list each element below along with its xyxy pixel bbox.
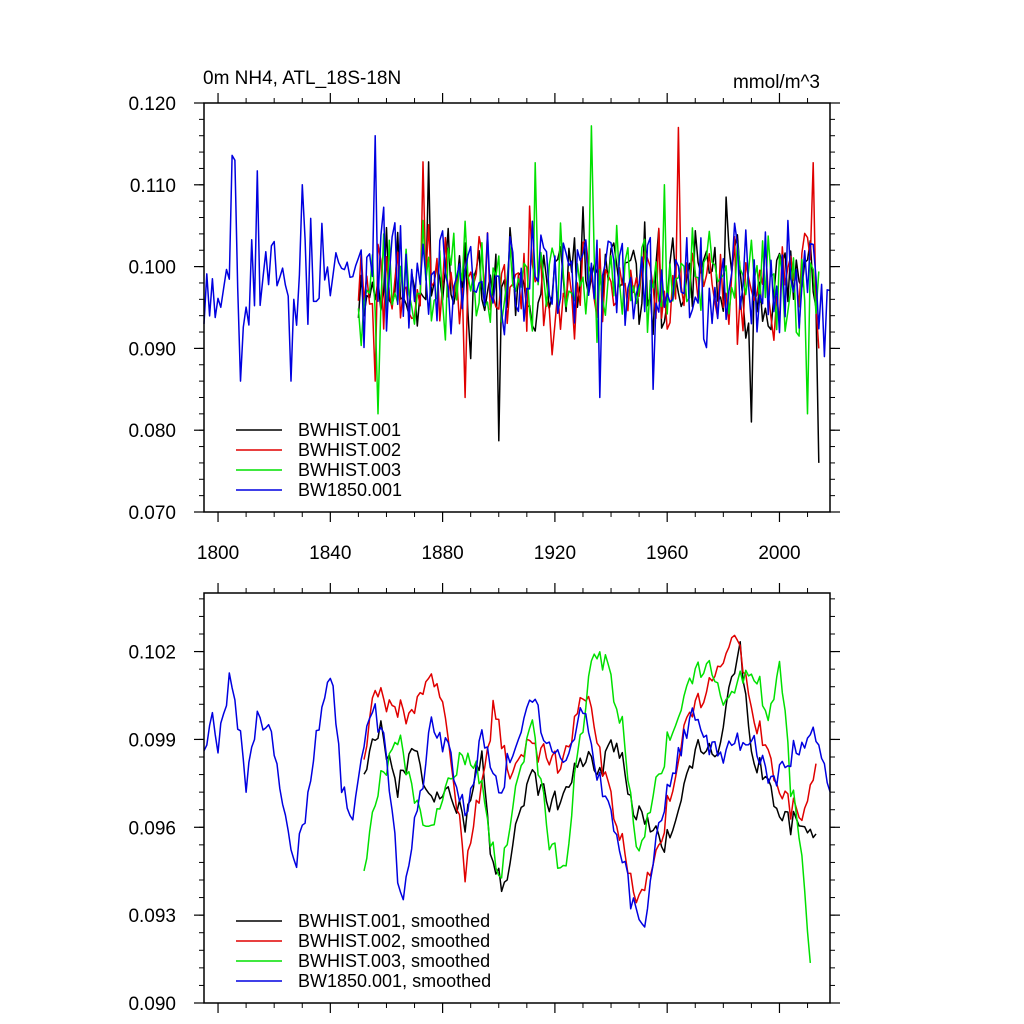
top-panel-units: mmol/m^3 bbox=[733, 72, 820, 93]
top-plot-frame bbox=[203, 102, 831, 513]
series-line-bwhist-003-smoothed bbox=[363, 651, 812, 963]
legend-label: BWHIST.003, smoothed bbox=[298, 951, 490, 971]
series-line-bwhist-001 bbox=[357, 161, 820, 463]
top-panel-title: 0m NH4, ATL_18S-18N bbox=[203, 68, 401, 89]
legend-label: BW1850.001, smoothed bbox=[298, 971, 491, 991]
y-tick-label: 0.080 bbox=[128, 421, 176, 442]
bottom-series-group bbox=[203, 634, 831, 963]
series-line-bw1850-001 bbox=[203, 134, 831, 399]
x-tick-label: 1800 bbox=[197, 543, 239, 564]
x-tick-label: 2000 bbox=[758, 543, 800, 564]
series-line-bwhist-001-smoothed bbox=[363, 641, 817, 893]
legend-label: BW1850.001 bbox=[298, 480, 402, 500]
x-tick-label: 1840 bbox=[309, 543, 351, 564]
series-line-bwhist-002-smoothed bbox=[363, 634, 817, 904]
y-tick-label: 0.102 bbox=[128, 643, 176, 664]
bottom-panel: 0.090 0.093 0.096 0.099 0.102 BWHIST.001, sm… bbox=[128, 583, 840, 1015]
top-panel: 0m NH4, ATL_18S-18N mmol/m^3 1800 1840 188… bbox=[128, 68, 840, 564]
series-line-bw1850-001-smoothed bbox=[203, 672, 831, 928]
y-tick-label: 0.096 bbox=[128, 818, 176, 839]
bottom-plot-frame bbox=[203, 592, 831, 1004]
y-tick-label: 0.093 bbox=[128, 906, 176, 927]
bottom-axes: 0.090 0.093 0.096 0.099 0.102 bbox=[128, 583, 840, 1015]
y-tick-label: 0.120 bbox=[128, 94, 176, 115]
legend-label: BWHIST.002 bbox=[298, 440, 401, 460]
y-tick-label: 0.090 bbox=[128, 339, 176, 360]
legend-label: BWHIST.002, smoothed bbox=[298, 931, 490, 951]
y-tick-label: 0.099 bbox=[128, 730, 176, 751]
legend-label: BWHIST.001, smoothed bbox=[298, 911, 490, 931]
x-tick-label: 1880 bbox=[421, 543, 463, 564]
legend-label: BWHIST.003 bbox=[298, 460, 401, 480]
y-tick-label: 0.110 bbox=[130, 176, 176, 197]
legend-label: BWHIST.001 bbox=[298, 420, 401, 440]
top-axes: 1800 1840 1880 1920 1960 2000 0.070 0.080 0.090 0… bbox=[128, 93, 840, 564]
y-tick-label: 0.100 bbox=[128, 258, 176, 279]
y-tick-label: 0.070 bbox=[128, 503, 176, 524]
x-tick-label: 1960 bbox=[646, 543, 688, 564]
y-tick-label: 0.090 bbox=[128, 994, 176, 1015]
top-series-group bbox=[203, 125, 831, 463]
x-tick-label: 1920 bbox=[534, 543, 576, 564]
